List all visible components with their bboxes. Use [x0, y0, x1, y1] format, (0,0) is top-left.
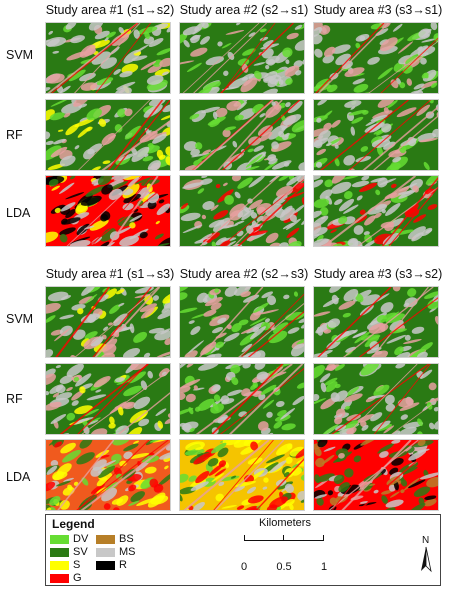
map-tile — [179, 439, 305, 511]
map-tile — [45, 363, 171, 435]
scale-bar-group: Kilometers 0 0.5 1 — [236, 517, 346, 577]
classification-map-image — [314, 440, 438, 510]
map-tile — [313, 99, 439, 171]
classification-map-image — [314, 287, 438, 357]
legend-label-r: R — [119, 559, 127, 571]
scale-tick-label: 1 — [320, 561, 328, 573]
classification-map-image — [314, 364, 438, 434]
scale-tick — [244, 535, 245, 541]
north-arrow-icon — [421, 546, 432, 573]
legend-swatch-sv — [50, 547, 69, 557]
scale-bar — [244, 534, 324, 541]
classification-map-image — [46, 364, 170, 434]
legend-title: Legend — [52, 517, 95, 531]
map-tile — [179, 175, 305, 247]
map-tile — [45, 99, 171, 171]
map-tile — [45, 175, 171, 247]
classification-map-image — [180, 100, 304, 170]
legend-label-dv: DV — [73, 533, 89, 545]
column-header-area1: Study area #1 (s1→s3) — [45, 267, 175, 281]
map-tile — [179, 286, 305, 358]
map-tile — [45, 286, 171, 358]
column-header-area2: Study area #2 (s2→s1) — [179, 3, 309, 17]
column-header-area3: Study area #3 (s3→s2) — [313, 267, 443, 281]
classification-map-image — [314, 23, 438, 93]
column-header-area2: Study area #2 (s2→s3) — [179, 267, 309, 281]
legend-label-g: G — [73, 572, 82, 584]
classification-map-image — [46, 176, 170, 246]
map-tile — [313, 22, 439, 94]
map-tile — [45, 22, 171, 94]
classification-map-image — [46, 287, 170, 357]
north-letter: N — [422, 535, 430, 546]
map-tile — [45, 439, 171, 511]
classification-map-image — [46, 440, 170, 510]
legend-item-ms: MS — [96, 545, 136, 559]
legend-swatch-g — [50, 573, 69, 583]
map-tile — [179, 22, 305, 94]
legend-item-dv: DV — [50, 532, 88, 546]
scale-tick-label: 0.5 — [276, 561, 292, 573]
row-label-lda: LDA — [6, 470, 31, 484]
classification-map-image — [180, 23, 304, 93]
legend-label-bs: BS — [119, 533, 134, 545]
classification-map-image — [180, 440, 304, 510]
classification-map-image — [314, 176, 438, 246]
classification-map-image — [180, 176, 304, 246]
legend-swatch-dv — [50, 534, 69, 544]
column-header-area3: Study area #3 (s3→s1) — [313, 3, 443, 17]
legend-label-sv: SV — [73, 546, 88, 558]
row-label-lda: LDA — [6, 206, 31, 220]
scale-tick — [323, 535, 324, 541]
classification-map-image — [180, 287, 304, 357]
legend-item-g: G — [50, 571, 82, 585]
classification-map-image — [314, 100, 438, 170]
legend-box: Legend DV BS SV MS S R G Kilometers 0 0.… — [45, 514, 441, 586]
classification-map-image — [180, 364, 304, 434]
legend-swatch-ms — [96, 547, 115, 557]
legend-item-s: S — [50, 558, 80, 572]
scale-tick-label: 0 — [240, 561, 248, 573]
legend-item-r: R — [96, 558, 127, 572]
map-tile — [179, 363, 305, 435]
classification-map-image — [46, 100, 170, 170]
row-label-svm: SVM — [6, 48, 34, 62]
column-header-area1: Study area #1 (s1→s2) — [45, 3, 175, 17]
map-tile — [313, 439, 439, 511]
scale-tick — [283, 535, 284, 541]
row-label-rf: RF — [6, 392, 23, 406]
row-label-svm: SVM — [6, 312, 34, 326]
map-tile — [313, 175, 439, 247]
legend-swatch-bs — [96, 534, 115, 544]
legend-item-sv: SV — [50, 545, 88, 559]
legend-label-s: S — [73, 559, 81, 571]
scale-title: Kilometers — [259, 517, 311, 529]
legend-swatch-s — [50, 560, 69, 570]
legend-swatch-r — [96, 560, 115, 570]
classification-map-image — [46, 23, 170, 93]
legend-label-ms: MS — [119, 546, 136, 558]
map-tile — [179, 99, 305, 171]
legend-item-bs: BS — [96, 532, 134, 546]
row-label-rf: RF — [6, 128, 23, 142]
map-tile — [313, 286, 439, 358]
map-tile — [313, 363, 439, 435]
north-arrow: N — [419, 535, 433, 575]
